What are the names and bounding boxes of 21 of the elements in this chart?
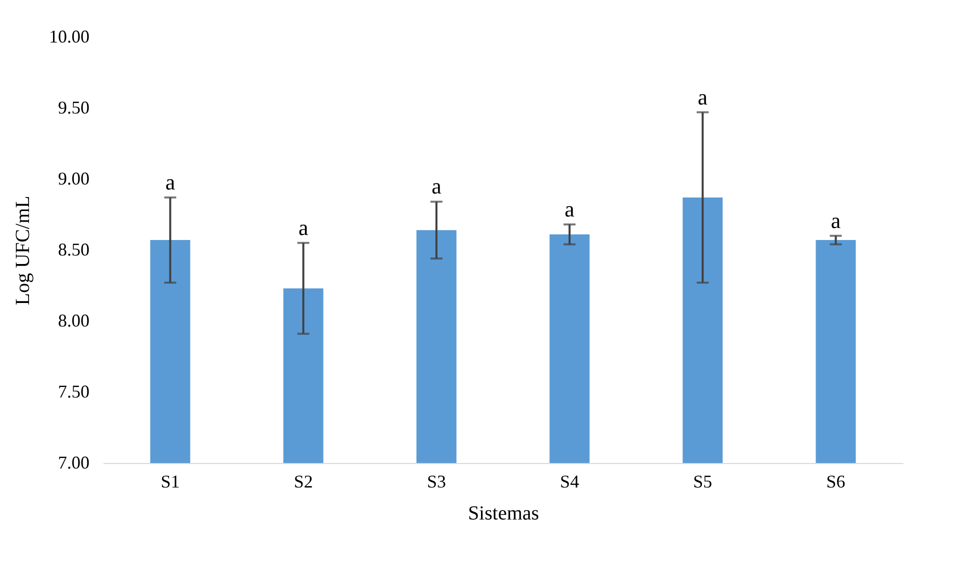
x-tick-label: S1 <box>160 472 180 492</box>
x-tick-label: S5 <box>693 472 712 492</box>
y-tick-label: 7.00 <box>58 452 90 472</box>
annotation: a <box>698 84 708 110</box>
annotation: a <box>165 169 176 194</box>
y-tick-label: 7.50 <box>58 382 90 402</box>
y-tick-label: 9.50 <box>58 98 90 118</box>
x-tick-label: S6 <box>826 472 846 492</box>
y-tick-label: 10.00 <box>49 26 90 46</box>
x-axis-title: Sistemas <box>468 502 540 524</box>
annotation: a <box>564 196 575 222</box>
y-tick-label: 9.00 <box>58 168 90 188</box>
y-axis-title: Log UFC/mL <box>12 196 34 306</box>
annotation: a <box>432 174 442 199</box>
x-tick-label: S2 <box>294 472 313 492</box>
x-tick-label: S3 <box>426 472 446 492</box>
annotation: a <box>830 208 841 233</box>
y-tick-label: 8.00 <box>58 310 90 330</box>
x-tick-label: S4 <box>560 472 580 492</box>
annotation: a <box>298 214 308 240</box>
y-tick-label: 8.50 <box>58 240 90 260</box>
